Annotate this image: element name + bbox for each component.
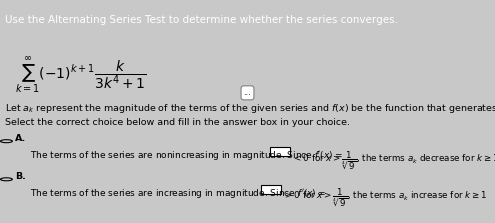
Text: The terms of the series are increasing in magnitude. Since $f'(x)=$: The terms of the series are increasing i… xyxy=(30,187,325,200)
Text: Use the Alternating Series Test to determine whether the series converges.: Use the Alternating Series Test to deter… xyxy=(5,15,398,25)
Text: B.: B. xyxy=(15,172,26,182)
Text: Select the correct choice below and fill in the answer box in your choice.: Select the correct choice below and fill… xyxy=(5,118,350,127)
Text: $>0$ for $x>\dfrac{1}{\sqrt[4]{9}}$, the terms $a_k$ increase for $k\geq 1$: $>0$ for $x>\dfrac{1}{\sqrt[4]{9}}$, the… xyxy=(283,187,488,208)
Text: $<0$ for $x>\dfrac{1}{\sqrt[4]{9}}$, the terms $a_k$ decrease for $k\geq 1$: $<0$ for $x>\dfrac{1}{\sqrt[4]{9}}$, the… xyxy=(292,149,495,171)
Text: Let $a_k$ represent the magnitude of the terms of the given series and $f(x)$ be: Let $a_k$ represent the magnitude of the… xyxy=(5,102,495,115)
Text: A.: A. xyxy=(15,134,26,143)
FancyBboxPatch shape xyxy=(270,147,290,156)
Text: $\sum_{k=1}^{\infty}(-1)^{k+1}\dfrac{k}{3k^4+1}$: $\sum_{k=1}^{\infty}(-1)^{k+1}\dfrac{k}{… xyxy=(15,55,147,95)
Text: ...: ... xyxy=(244,88,251,97)
Text: The terms of the series are nonincreasing in magnitude. Since $f'(x)=$: The terms of the series are nonincreasin… xyxy=(30,149,343,162)
FancyBboxPatch shape xyxy=(261,185,281,194)
